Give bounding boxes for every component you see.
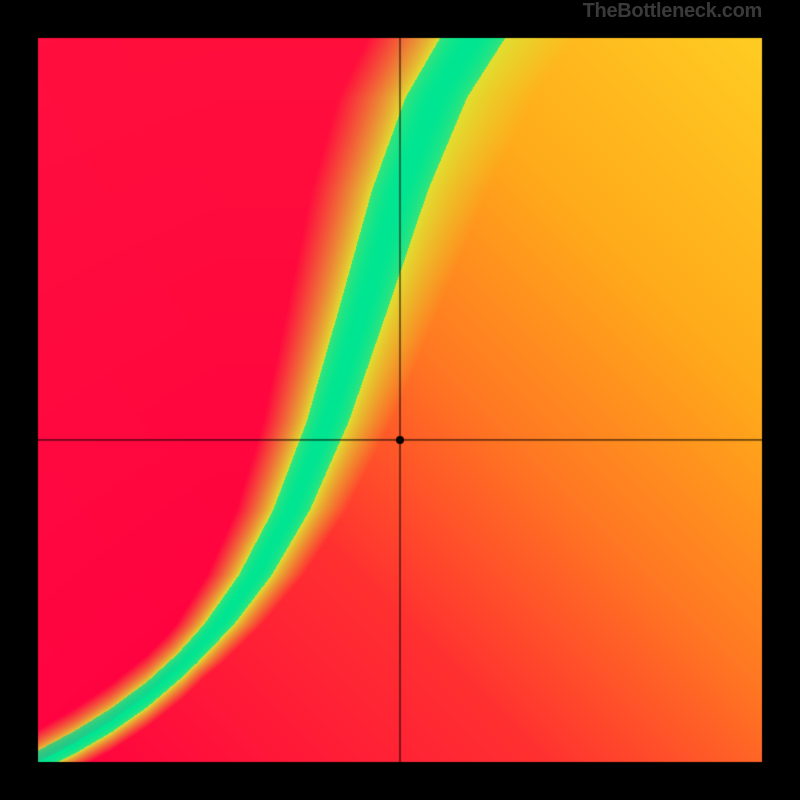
chart-container: TheBottleneck.com — [0, 0, 800, 800]
heatmap-canvas — [0, 0, 800, 800]
attribution-label: TheBottleneck.com — [583, 0, 762, 23]
